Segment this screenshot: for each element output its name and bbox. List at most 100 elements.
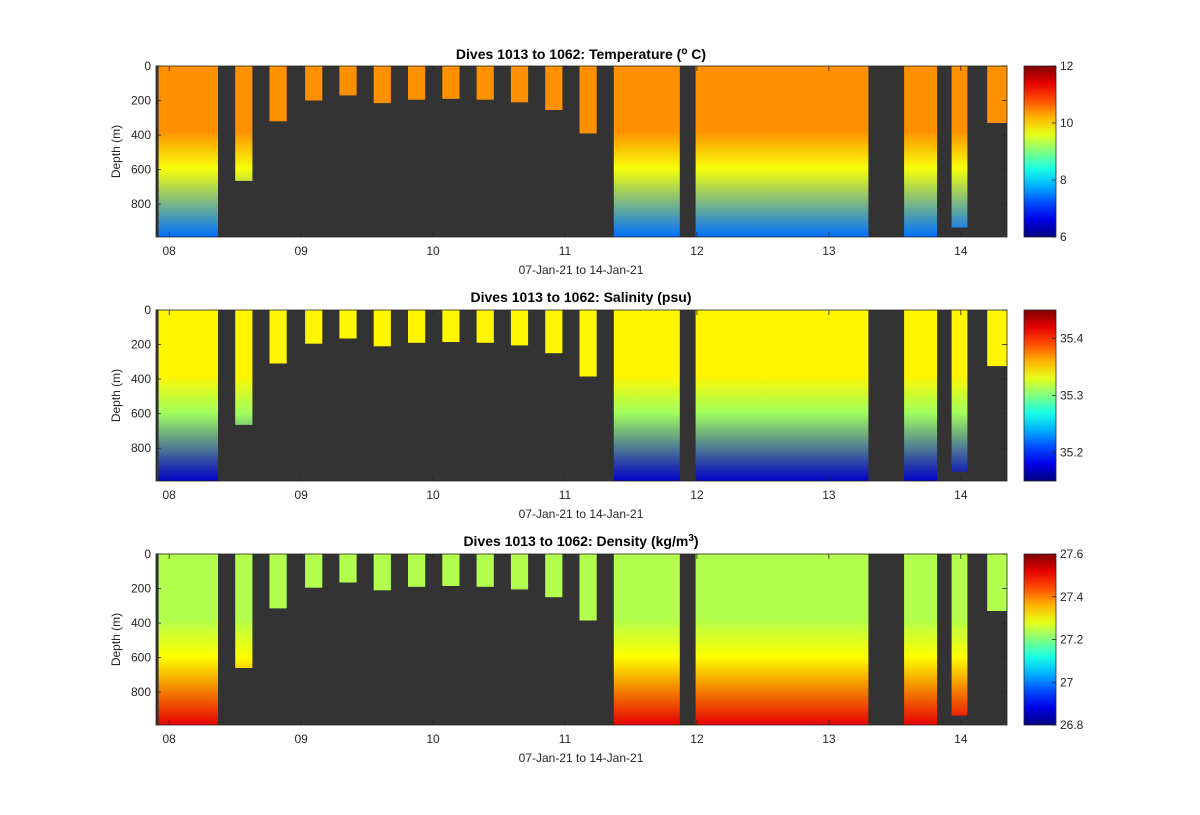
dive-column — [695, 554, 869, 725]
dive-column — [269, 310, 287, 364]
title-superscript: 3 — [688, 533, 694, 544]
dive-column — [545, 66, 563, 110]
dive-column — [158, 310, 218, 481]
y-tick-label: 600 — [131, 651, 151, 665]
dive-column — [579, 554, 597, 621]
x-tick-label: 08 — [163, 732, 177, 746]
y-tick-label: 400 — [131, 128, 151, 142]
chart-title: Dives 1013 to 1062: Density (kg/m3) — [463, 533, 698, 550]
x-ticks: 08 09 10 11 12 13 14 — [163, 310, 968, 502]
y-ticks: 0 200 400 600 800 — [131, 59, 1007, 211]
dive-column — [373, 66, 391, 104]
dive-columns — [158, 554, 1007, 725]
y-axis-label: Depth (m) — [109, 613, 123, 666]
y-tick-label: 0 — [144, 303, 151, 317]
dive-column — [373, 310, 391, 347]
y-tick-label: 0 — [144, 547, 151, 561]
y-tick-label: 400 — [131, 616, 151, 630]
dive-column — [951, 554, 968, 716]
colorbar-tick-label: 27.6 — [1060, 547, 1084, 561]
colorbar-tick-label: 35.2 — [1060, 446, 1084, 460]
y-tick-label: 0 — [144, 59, 151, 73]
colorbar-tick-label: 6 — [1060, 230, 1067, 244]
y-ticks: 0 200 400 600 800 — [131, 547, 1007, 699]
x-tick-label: 13 — [822, 488, 836, 502]
y-axis-label: Depth (m) — [109, 125, 123, 178]
dive-column — [510, 310, 529, 346]
dive-column — [476, 554, 494, 587]
x-tick-label: 08 — [163, 488, 177, 502]
x-tick-label: 08 — [163, 244, 177, 258]
dive-column — [904, 66, 938, 237]
y-tick-label: 200 — [131, 338, 151, 352]
x-tick-label: 09 — [294, 244, 308, 258]
dive-column — [158, 554, 218, 725]
dive-column — [510, 554, 529, 590]
x-tick-label: 11 — [559, 244, 572, 258]
dive-column — [442, 310, 460, 342]
x-tick-label: 11 — [559, 488, 572, 502]
dive-column — [235, 66, 253, 181]
x-tick-label: 14 — [954, 488, 968, 502]
temperature-panel: Dives 1013 to 1062: Temperature (o C) 08… — [109, 46, 1074, 278]
colorbar — [1023, 553, 1057, 726]
dive-column — [339, 310, 357, 339]
x-tick-label: 14 — [954, 244, 968, 258]
x-tick-label: 09 — [294, 488, 308, 502]
dive-column — [695, 310, 869, 481]
x-axis-label: 07-Jan-21 to 14-Jan-21 — [519, 263, 644, 277]
colorbar-tick-label: 35.3 — [1060, 389, 1084, 403]
x-axis-label: 07-Jan-21 to 14-Jan-21 — [519, 507, 644, 521]
y-ticks: 0 200 400 600 800 — [131, 303, 1007, 455]
dive-column — [305, 554, 323, 588]
y-tick-label: 800 — [131, 685, 151, 699]
x-tick-label: 11 — [559, 732, 572, 746]
colorbar-tick-label: 35.4 — [1060, 332, 1084, 346]
dive-column — [613, 310, 680, 481]
colorbar-ticks: 35.2 35.3 35.4 — [1052, 332, 1084, 460]
chart-title: Dives 1013 to 1062: Temperature (o C) — [456, 46, 706, 63]
y-tick-label: 800 — [131, 441, 151, 455]
x-tick-label: 10 — [426, 244, 440, 258]
dive-column — [951, 310, 968, 472]
dive-column — [339, 66, 357, 96]
dive-column — [442, 554, 460, 586]
dive-column — [579, 310, 597, 377]
axes-box — [155, 553, 1008, 726]
colorbar-tick-label: 27.2 — [1060, 633, 1084, 647]
x-ticks: 08 09 10 11 12 13 14 — [163, 554, 968, 746]
x-tick-label: 13 — [822, 244, 836, 258]
dive-column — [476, 310, 494, 343]
x-tick-label: 12 — [690, 488, 704, 502]
y-tick-label: 800 — [131, 197, 151, 211]
x-tick-label: 13 — [822, 732, 836, 746]
chart-title: Dives 1013 to 1062: Salinity (psu) — [471, 289, 692, 305]
dive-column — [158, 66, 218, 237]
salinity-panel: Dives 1013 to 1062: Salinity (psu) 08 09 1… — [109, 289, 1084, 521]
colorbar — [1023, 65, 1057, 238]
colorbar-tick-label: 12 — [1060, 59, 1074, 73]
colorbar — [1023, 309, 1057, 482]
density-panel: Dives 1013 to 1062: Density (kg/m3) 08 09… — [109, 533, 1084, 766]
colorbar-ticks: 6 8 10 12 — [1052, 59, 1074, 244]
dive-column — [373, 554, 391, 591]
x-tick-label: 14 — [954, 732, 968, 746]
dive-column — [235, 554, 253, 668]
y-tick-label: 600 — [131, 407, 151, 421]
dive-column — [613, 554, 680, 725]
dive-column — [408, 66, 426, 100]
x-tick-label: 10 — [426, 488, 440, 502]
x-ticks: 08 09 10 11 12 13 14 — [163, 66, 968, 258]
colorbar-tick-label: 26.8 — [1060, 718, 1084, 732]
colorbar-tick-label: 8 — [1060, 173, 1067, 187]
y-tick-label: 400 — [131, 372, 151, 386]
dive-column — [305, 310, 323, 344]
dive-column — [510, 66, 529, 103]
y-tick-label: 200 — [131, 582, 151, 596]
dive-column — [235, 310, 253, 425]
dive-column — [695, 66, 869, 237]
dive-column — [545, 554, 563, 598]
dive-column — [408, 310, 426, 343]
dive-column — [408, 554, 426, 587]
dive-column — [987, 554, 1007, 611]
